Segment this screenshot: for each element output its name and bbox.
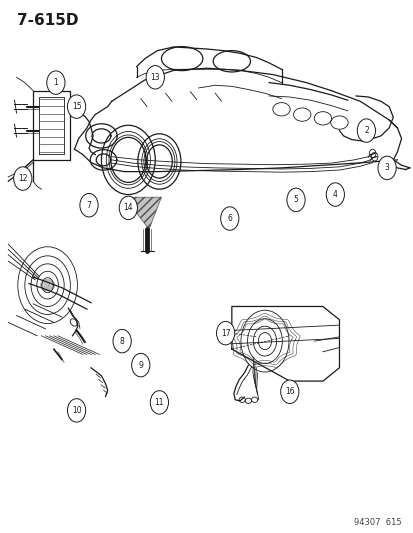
- Circle shape: [146, 66, 164, 89]
- Circle shape: [113, 329, 131, 353]
- Circle shape: [280, 380, 298, 403]
- Circle shape: [119, 196, 137, 220]
- Text: 9: 9: [138, 361, 143, 369]
- Text: 7: 7: [86, 201, 91, 209]
- Circle shape: [286, 188, 304, 212]
- Circle shape: [67, 399, 85, 422]
- Circle shape: [377, 156, 395, 180]
- Circle shape: [80, 193, 98, 217]
- Text: 7-615D: 7-615D: [17, 13, 78, 28]
- Circle shape: [47, 71, 65, 94]
- Circle shape: [150, 391, 168, 414]
- Circle shape: [131, 353, 150, 377]
- Text: 13: 13: [150, 73, 160, 82]
- Text: 17: 17: [220, 329, 230, 337]
- Text: 16: 16: [284, 387, 294, 396]
- Circle shape: [220, 207, 238, 230]
- Text: 10: 10: [71, 406, 81, 415]
- Text: 12: 12: [18, 174, 27, 183]
- Polygon shape: [124, 197, 161, 229]
- Text: 4: 4: [332, 190, 337, 199]
- Text: 3: 3: [384, 164, 389, 172]
- Text: 6: 6: [227, 214, 232, 223]
- Text: 94307  615: 94307 615: [353, 518, 401, 527]
- Text: 2: 2: [363, 126, 368, 135]
- Text: 15: 15: [71, 102, 81, 111]
- Text: 1: 1: [53, 78, 58, 87]
- Text: 14: 14: [123, 204, 133, 212]
- Circle shape: [14, 167, 32, 190]
- Circle shape: [67, 95, 85, 118]
- Circle shape: [356, 119, 375, 142]
- Text: 8: 8: [119, 337, 124, 345]
- Circle shape: [325, 183, 344, 206]
- Circle shape: [216, 321, 234, 345]
- Text: 5: 5: [293, 196, 298, 204]
- Text: 11: 11: [154, 398, 164, 407]
